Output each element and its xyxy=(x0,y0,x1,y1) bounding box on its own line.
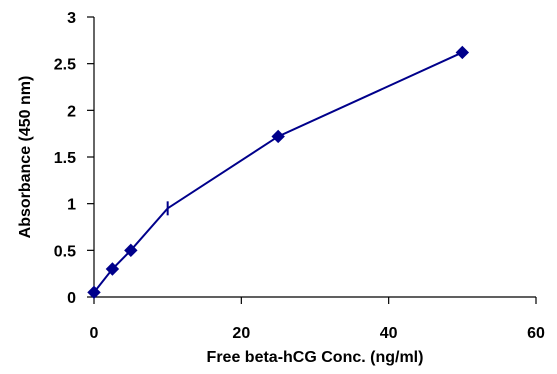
y-tick-label: 1.5 xyxy=(54,150,76,167)
x-tick-label: 60 xyxy=(527,325,545,342)
series-line xyxy=(93,51,463,293)
axes xyxy=(93,17,536,298)
y-tick-label: 2.5 xyxy=(54,57,76,74)
data-point-diamond xyxy=(124,243,138,258)
data-point-diamond xyxy=(87,285,101,300)
x-tick-label: 40 xyxy=(380,325,398,342)
data-point-diamond xyxy=(105,262,120,276)
data-point-diamond xyxy=(455,45,470,60)
y-axis-title: Absorbance (450 nm) xyxy=(17,76,34,239)
y-tick-label: 1 xyxy=(67,197,76,214)
y-tick-label: 3 xyxy=(67,10,76,27)
plot-area xyxy=(87,45,470,300)
y-tick-label: 0 xyxy=(67,290,76,307)
y-tick-label: 2 xyxy=(67,103,76,120)
data-point-diamond xyxy=(271,129,285,144)
x-tick-label: 0 xyxy=(90,325,99,342)
y-tick-label: 0.5 xyxy=(54,243,76,260)
x-axis-ticks: 0 20 40 60 xyxy=(90,297,545,342)
y-axis-ticks: 0 0.5 1 1.5 2 2.5 3 xyxy=(54,10,94,307)
x-tick-label: 20 xyxy=(232,325,250,342)
x-axis-title: Free beta-hCG Conc. (ng/ml) xyxy=(207,349,424,366)
